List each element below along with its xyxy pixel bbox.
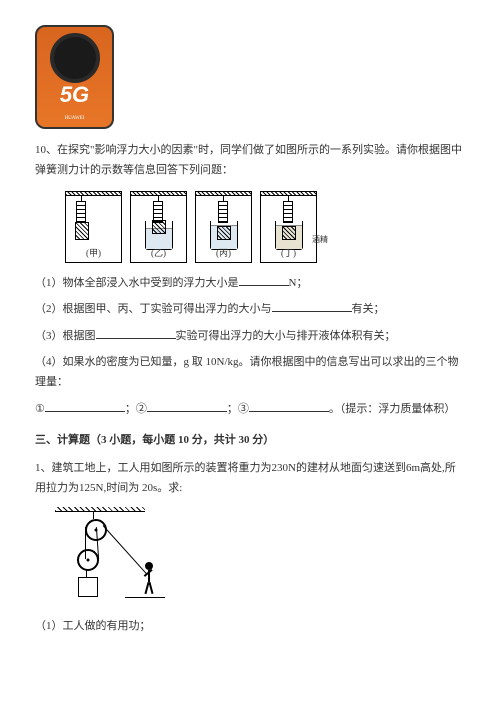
blank-6 <box>249 399 329 412</box>
q10-text: 在探究"影响浮力大小的因素"时，同学们做了如图所示的一系列实验。请你根据图中弹簧… <box>35 144 462 176</box>
blank-2 <box>272 299 352 312</box>
q10-sub4: （4）如果水的密度为已知量，g 取 10N/kg。请你根据图中的信息写出可以求出… <box>35 353 465 393</box>
fig-jia: (甲) <box>65 191 122 263</box>
fig-yi: (乙) <box>130 191 187 263</box>
blank-1 <box>239 273 289 286</box>
q1-intro: 1、建筑工地上，工人用如图所示的装置将重力为230N的建材从地面匀速送到6m高处… <box>35 459 465 499</box>
phone-brand: HUAWEI <box>65 114 85 123</box>
q10-sub1: （1）物体全部浸入水中受到的浮力大小是N； <box>35 273 465 294</box>
section-3-title: 三、计算题（3 小题，每小题 10 分，共计 30 分） <box>35 431 465 451</box>
blank-3 <box>96 326 176 339</box>
q10-sub3: （3）根据图实验可得出浮力的大小与排开液体体积有关； <box>35 326 465 347</box>
q1-number: 1、 <box>35 462 52 474</box>
fig-label-2: (乙) <box>131 245 186 261</box>
experiment-figures: (甲) (乙) (丙) 酒精 (丁) <box>65 191 465 263</box>
q10-intro: 10、在探究"影响浮力大小的因素"时，同学们做了如图所示的一系列实验。请你根据图… <box>35 141 465 181</box>
fig-ding: 酒精 (丁) <box>260 191 317 263</box>
q1-text: 建筑工地上，工人用如图所示的装置将重力为230N的建材从地面匀速送到6m高处,所… <box>35 462 456 494</box>
q10-sub2: （2）根据图甲、丙、丁实验可得出浮力的大小与有关； <box>35 299 465 320</box>
q10-sub4-blanks: ①；②；③。（提示：浮力质量体积） <box>35 399 465 420</box>
fig-bing: (丙) <box>195 191 252 263</box>
blank-4 <box>45 399 125 412</box>
phone-5g-logo: 5G <box>60 75 89 115</box>
q1-sub1: （1）工人做的有用功； <box>35 617 465 637</box>
blank-5 <box>147 399 227 412</box>
fig-label-4: (丁) <box>261 245 316 261</box>
pulley-figure <box>55 507 165 607</box>
phone-illustration: 5G HUAWEI <box>35 25 114 129</box>
fig-label-3: (丙) <box>196 245 251 261</box>
q10-number: 10、 <box>35 144 57 156</box>
fig-label-1: (甲) <box>66 245 121 261</box>
